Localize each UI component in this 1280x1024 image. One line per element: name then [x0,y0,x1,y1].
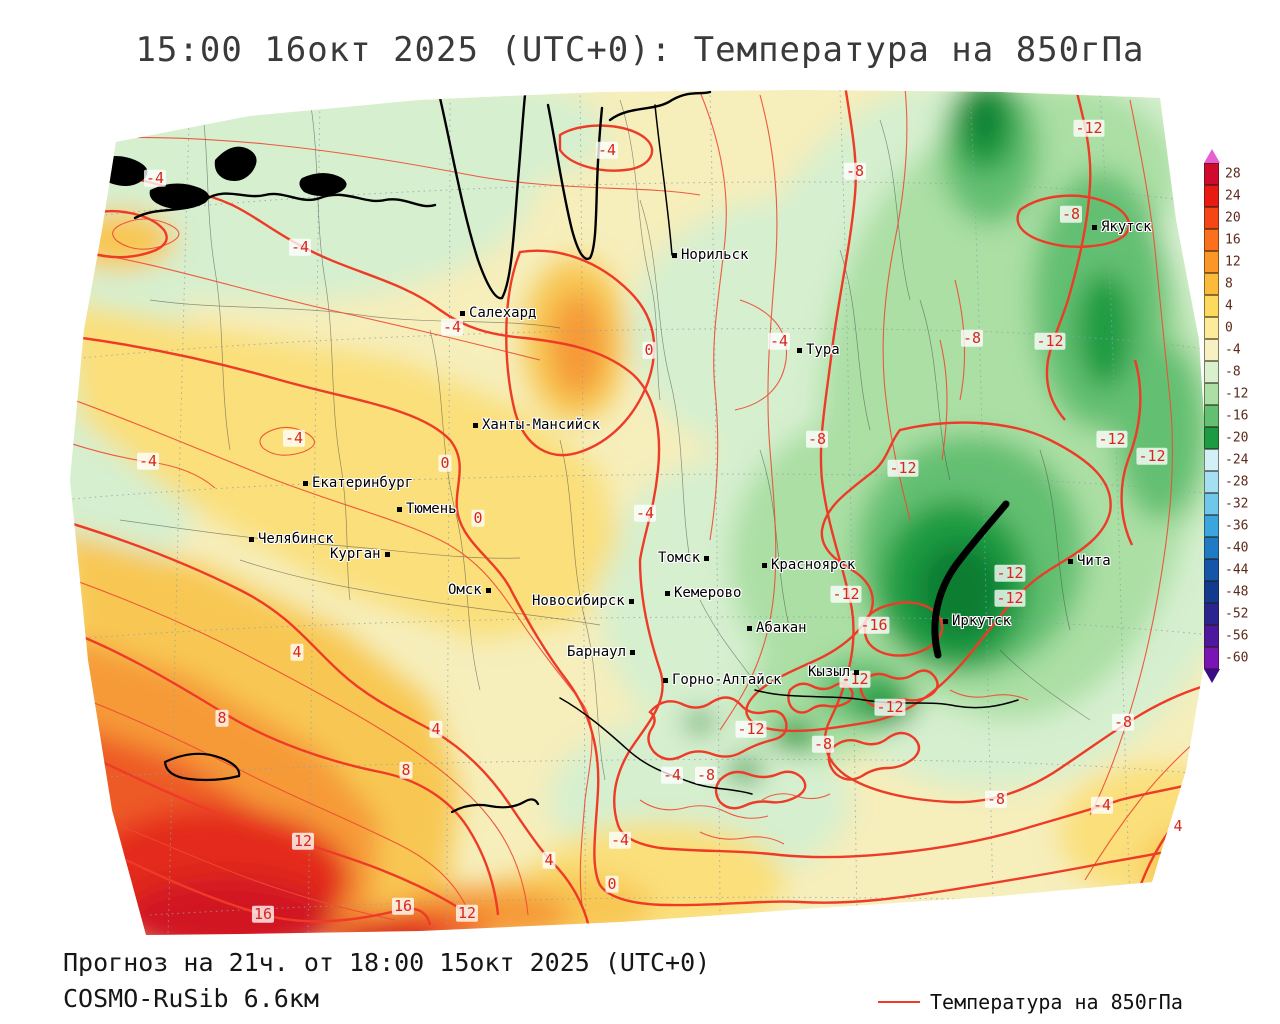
colorbar-cell [1204,405,1219,427]
colorbar-row: 12 [1204,251,1276,273]
colorbar-row: -20 [1204,427,1276,449]
colorbar-tick-label: 0 [1225,320,1233,336]
colorbar-cell [1204,207,1219,229]
colorbar-tick-label: -52 [1225,606,1249,622]
colorbar-tick-label: -56 [1225,628,1249,644]
colorbar-tick-label: 20 [1225,210,1241,226]
colorbar-cell [1204,493,1219,515]
colorbar-cell [1204,251,1219,273]
colorbar-tick-label: -28 [1225,474,1249,490]
colorbar-tick-label: -36 [1225,518,1249,534]
colorbar-row: 0 [1204,317,1276,339]
colorbar-tick-label: 4 [1225,298,1233,314]
colorbar-tick-label: -12 [1225,386,1249,402]
colorbar-cell [1204,581,1219,603]
colorbar-cell [1204,295,1219,317]
colorbar-row: -4 [1204,339,1276,361]
colorbar-cell [1204,339,1219,361]
colorbar-tick-label: -44 [1225,562,1249,578]
legend-label: Температура на 850гПа [930,990,1183,1014]
colorbar-tick-label: -20 [1225,430,1249,446]
colorbar-row: 8 [1204,273,1276,295]
colorbar-cell [1204,603,1219,625]
colorbar-cells: 28 24 20 16 12 8 4 0 -4 -8 -12 -16 -20 -24 -28 -32 -36 -4… [1204,163,1276,669]
colorbar-row: -40 [1204,537,1276,559]
colorbar-cell [1204,625,1219,647]
thick-isotherms [70,90,1208,933]
page-title: 15:00 16окт 2025 (UTC+0): Температура на… [135,30,1145,70]
coastlines [90,90,1019,814]
contour-legend: Температура на 850гПа [878,990,1183,1014]
colorbar-cell [1204,515,1219,537]
colorbar-row: 16 [1204,229,1276,251]
colorbar-row: -36 [1204,515,1276,537]
colorbar-row: 28 [1204,163,1276,185]
colorbar-cell [1204,449,1219,471]
colorbar-tick-label: 28 [1225,166,1241,182]
colorbar-cell [1204,427,1219,449]
colorbar-cell [1204,471,1219,493]
colorbar-tick-label: -60 [1225,650,1249,666]
colorbar-row: 4 [1204,295,1276,317]
colorbar-cell [1204,647,1219,669]
colorbar-cell [1204,537,1219,559]
colorbar-tick-label: 16 [1225,232,1241,248]
colorbar-cell [1204,361,1219,383]
model-caption: COSMO-RuSib 6.6км [63,984,319,1013]
colorbar-cell [1204,559,1219,581]
colorbar-tick-label: -40 [1225,540,1249,556]
colorbar-tick-label: 24 [1225,188,1241,204]
colorbar-row: 20 [1204,207,1276,229]
colorbar-row: -12 [1204,383,1276,405]
thin-isotherms [70,90,1208,921]
colorbar-row: -8 [1204,361,1276,383]
colorbar-row: -28 [1204,471,1276,493]
temperature-colorbar: 28 24 20 16 12 8 4 0 -4 -8 -12 -16 -20 -24 -28 -32 -36 -4… [1204,149,1276,683]
colorbar-cell [1204,317,1219,339]
colorbar-cell [1204,273,1219,295]
colorbar-cell [1204,163,1219,185]
forecast-caption: Прогноз на 21ч. от 18:00 15окт 2025 (UTC… [63,948,711,977]
colorbar-row: -16 [1204,405,1276,427]
colorbar-row: -52 [1204,603,1276,625]
colorbar-row: -60 [1204,647,1276,669]
colorbar-row: 24 [1204,185,1276,207]
colorbar-tick-label: -16 [1225,408,1249,424]
colorbar-tick-label: -8 [1225,364,1241,380]
colorbar-tick-label: -24 [1225,452,1249,468]
colorbar-tick-label: 8 [1225,276,1233,292]
colorbar-row: -56 [1204,625,1276,647]
colorbar-tick-label: 12 [1225,254,1241,270]
colorbar-cell [1204,185,1219,207]
colorbar-row: -48 [1204,581,1276,603]
colorbar-arrow-up-icon [1204,149,1220,163]
colorbar-tick-label: -4 [1225,342,1241,358]
admin-borders [119,94,1091,781]
colorbar-row: -24 [1204,449,1276,471]
graticule-lines [70,90,1208,935]
colorbar-row: -44 [1204,559,1276,581]
colorbar-tick-label: -48 [1225,584,1249,600]
colorbar-row: -32 [1204,493,1276,515]
colorbar-cell [1204,383,1219,405]
temperature-line-icon [878,1001,920,1003]
colorbar-cell [1204,229,1219,251]
colorbar-arrow-down-icon [1204,669,1220,683]
colorbar-tick-label: -32 [1225,496,1249,512]
